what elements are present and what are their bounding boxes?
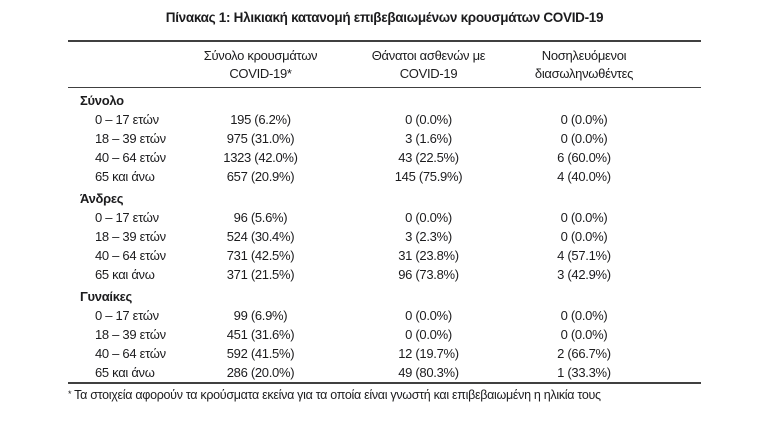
deaths-cell: 96 (73.8%) [398, 267, 459, 282]
age-group-cell: 40 – 64 ετών [95, 248, 166, 263]
age-group-cell: 18 – 39 ετών [95, 131, 166, 146]
deaths-cell: 12 (19.7%) [398, 346, 459, 361]
column-header-deaths-line2: COVID-19 [399, 66, 458, 81]
intubated-cell: 3 (42.9%) [557, 267, 611, 282]
column-header-deaths: Θάνατοι ασθενών με COVID-19 [338, 41, 519, 88]
age-group-cell: 65 και άνω [95, 169, 155, 184]
cases-cell: 731 (42.5%) [226, 248, 295, 263]
footnote-text: Τα στοιχεία αφορούν τα κρούσματα εκείνα … [74, 388, 601, 402]
age-group-cell: 65 και άνω [95, 267, 155, 282]
table-row: 18 – 39 ετών 524 (30.4%) 3 (2.3%) 0 (0.0… [68, 227, 701, 246]
deaths-cell: 31 (23.8%) [398, 248, 459, 263]
deaths-cell: 3 (2.3%) [405, 229, 452, 244]
column-header-cases-line2: COVID-19* [229, 66, 292, 81]
table-row: 0 – 17 ετών 195 (6.2%) 0 (0.0%) 0 (0.0%) [68, 110, 701, 129]
table-row: 0 – 17 ετών 96 (5.6%) 0 (0.0%) 0 (0.0%) [68, 208, 701, 227]
section-label: Γυναίκες [80, 289, 132, 304]
deaths-cell: 43 (22.5%) [398, 150, 459, 165]
intubated-cell: 0 (0.0%) [560, 327, 608, 342]
table-row: 40 – 64 ετών 592 (41.5%) 12 (19.7%) 2 (6… [68, 344, 701, 363]
deaths-cell: 0 (0.0%) [405, 308, 452, 323]
column-header-empty [68, 41, 183, 88]
section-row-men: Άνδρες [68, 186, 701, 208]
column-header-intubated-line1: Νοσηλευόμενοι [541, 48, 627, 63]
intubated-cell: 0 (0.0%) [560, 112, 608, 127]
cases-cell: 1323 (42.0%) [223, 150, 298, 165]
column-header-deaths-line1: Θάνατοι ασθενών με [371, 48, 486, 63]
deaths-cell: 145 (75.9%) [394, 169, 463, 184]
cases-cell: 975 (31.0%) [226, 131, 295, 146]
table-footnote: * Τα στοιχεία αφορούν τα κρούσματα εκείν… [68, 387, 701, 403]
age-group-cell: 0 – 17 ετών [95, 308, 159, 323]
deaths-cell: 49 (80.3%) [398, 365, 459, 380]
cases-cell: 96 (5.6%) [233, 210, 288, 225]
intubated-cell: 0 (0.0%) [560, 131, 608, 146]
age-group-cell: 65 και άνω [95, 365, 155, 380]
deaths-cell: 0 (0.0%) [405, 327, 452, 342]
column-header-intubated-line2: διασωληνωθέντες [534, 66, 634, 81]
table-row: 40 – 64 ετών 731 (42.5%) 31 (23.8%) 4 (5… [68, 246, 701, 265]
covid-age-distribution-table: Σύνολο κρουσμάτων COVID-19* Θάνατοι ασθε… [68, 40, 701, 384]
section-row-total: Σύνολο [68, 88, 701, 111]
intubated-cell: 0 (0.0%) [560, 210, 608, 225]
column-header-cases-line1: Σύνολο κρουσμάτων [203, 48, 318, 63]
cases-cell: 286 (20.0%) [226, 365, 295, 380]
intubated-cell: 0 (0.0%) [560, 308, 608, 323]
deaths-cell: 3 (1.6%) [405, 131, 452, 146]
age-group-cell: 40 – 64 ετών [95, 346, 166, 361]
table-row: 18 – 39 ετών 975 (31.0%) 3 (1.6%) 0 (0.0… [68, 129, 701, 148]
cases-cell: 195 (6.2%) [230, 112, 291, 127]
intubated-cell: 2 (66.7%) [557, 346, 611, 361]
cases-cell: 524 (30.4%) [226, 229, 295, 244]
cases-cell: 371 (21.5%) [226, 267, 295, 282]
footnote-asterisk: * [68, 389, 72, 399]
table-row: 65 και άνω 286 (20.0%) 49 (80.3%) 1 (33.… [68, 363, 701, 383]
intubated-cell: 0 (0.0%) [560, 229, 608, 244]
section-label: Άνδρες [80, 191, 124, 206]
table-row: 0 – 17 ετών 99 (6.9%) 0 (0.0%) 0 (0.0%) [68, 306, 701, 325]
intubated-cell: 6 (60.0%) [557, 150, 611, 165]
cases-cell: 451 (31.6%) [226, 327, 295, 342]
table-body: Σύνολο 0 – 17 ετών 195 (6.2%) 0 (0.0%) 0… [68, 88, 701, 384]
table-row: 65 και άνω 657 (20.9%) 145 (75.9%) 4 (40… [68, 167, 701, 186]
table-header: Σύνολο κρουσμάτων COVID-19* Θάνατοι ασθε… [68, 41, 701, 88]
intubated-cell: 4 (40.0%) [557, 169, 611, 184]
deaths-cell: 0 (0.0%) [405, 210, 452, 225]
report-table-container: Πίνακας 1: Ηλικιακή κατανομή επιβεβαιωμέ… [68, 6, 701, 403]
table-row: 40 – 64 ετών 1323 (42.0%) 43 (22.5%) 6 (… [68, 148, 701, 167]
age-group-cell: 0 – 17 ετών [95, 210, 159, 225]
table-row: 65 και άνω 371 (21.5%) 96 (73.8%) 3 (42.… [68, 265, 701, 284]
age-group-cell: 40 – 64 ετών [95, 150, 166, 165]
age-group-cell: 18 – 39 ετών [95, 327, 166, 342]
cases-cell: 592 (41.5%) [226, 346, 295, 361]
intubated-cell: 4 (57.1%) [557, 248, 611, 263]
age-group-cell: 0 – 17 ετών [95, 112, 159, 127]
intubated-cell: 1 (33.3%) [557, 365, 611, 380]
column-header-intubated: Νοσηλευόμενοι διασωληνωθέντες [519, 41, 701, 88]
page-title: Πίνακας 1: Ηλικιακή κατανομή επιβεβαιωμέ… [165, 10, 604, 25]
table-row: 18 – 39 ετών 451 (31.6%) 0 (0.0%) 0 (0.0… [68, 325, 701, 344]
deaths-cell: 0 (0.0%) [405, 112, 452, 127]
age-group-cell: 18 – 39 ετών [95, 229, 166, 244]
section-label: Σύνολο [80, 93, 124, 108]
section-row-women: Γυναίκες [68, 284, 701, 306]
cases-cell: 99 (6.9%) [233, 308, 288, 323]
cases-cell: 657 (20.9%) [226, 169, 295, 184]
column-header-cases: Σύνολο κρουσμάτων COVID-19* [183, 41, 338, 88]
